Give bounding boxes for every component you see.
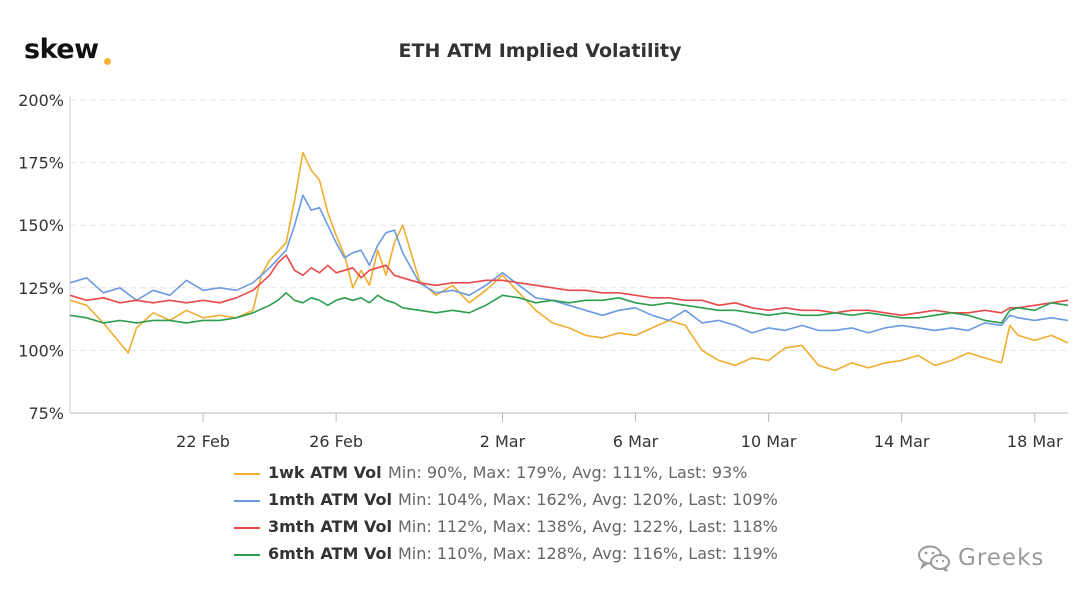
legend-series-name: 1mth ATM Vol xyxy=(268,490,392,509)
chart-title: ETH ATM Implied Volatility xyxy=(398,40,682,62)
legend-series-stats: Min: 112%, Max: 138%, Avg: 122%, Last: 1… xyxy=(398,517,778,536)
y-tick-label: 100% xyxy=(18,341,64,360)
y-tick-label: 125% xyxy=(18,279,64,298)
skew-logo: skew xyxy=(24,34,99,65)
series-line-3 xyxy=(70,254,1068,317)
legend-series-name: 1wk ATM Vol xyxy=(268,463,382,482)
legend-series-name: 3mth ATM Vol xyxy=(268,517,392,536)
y-tick-label: 150% xyxy=(18,216,64,235)
watermark: Greeks xyxy=(916,541,1044,575)
logo-dot xyxy=(104,58,111,65)
x-tick-label: 22 Feb xyxy=(176,432,230,451)
legend-series-stats: Min: 104%, Max: 162%, Avg: 120%, Last: 1… xyxy=(398,490,778,509)
grid-lines xyxy=(70,99,1068,351)
legend-swatch xyxy=(234,527,260,529)
axes xyxy=(69,96,1068,422)
series-lines xyxy=(70,151,1068,372)
series-line-1 xyxy=(70,151,1068,372)
legend-series-stats: Min: 110%, Max: 128%, Avg: 116%, Last: 1… xyxy=(398,544,778,563)
y-tick-label: 75% xyxy=(28,404,64,423)
y-tick-label: 200% xyxy=(18,91,64,110)
series-line-2 xyxy=(70,194,1068,334)
x-tick-label: 6 Mar xyxy=(613,432,659,451)
x-tick-label: 18 Mar xyxy=(1007,432,1063,451)
watermark-text: Greeks xyxy=(958,545,1045,571)
y-tick-label: 175% xyxy=(18,154,64,173)
legend-series-stats: Min: 90%, Max: 179%, Avg: 111%, Last: 93… xyxy=(388,463,748,482)
legend-swatch xyxy=(234,473,260,475)
series-line-4 xyxy=(70,291,1068,324)
x-tick-label: 10 Mar xyxy=(741,432,797,451)
x-tick-label: 14 Mar xyxy=(874,432,930,451)
legend-series-name: 6mth ATM Vol xyxy=(268,544,392,563)
tick-labels: 75% 100% 125% 150% 175% 200% 22 Feb 26 Feb 2 Mar… xyxy=(18,91,1063,451)
legend-swatch xyxy=(234,554,260,556)
legend-swatch xyxy=(234,500,260,502)
x-tick-label: 26 Feb xyxy=(309,432,363,451)
x-tick-label: 2 Mar xyxy=(480,432,526,451)
wechat-icon xyxy=(918,545,950,572)
